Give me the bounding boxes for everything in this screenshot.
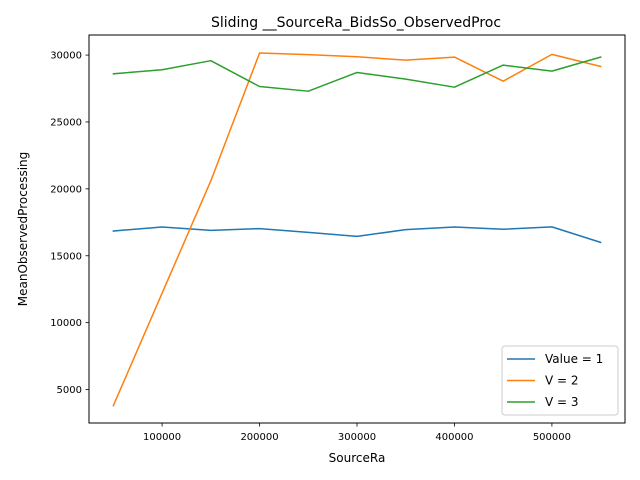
legend-label: V = 3 (545, 395, 579, 409)
x-tick-label: 400000 (435, 432, 473, 443)
x-axis-ticks: 100000 200000 300000 400000 500000 (143, 423, 571, 443)
series-lines (112, 52, 602, 407)
x-tick-label: 100000 (143, 432, 181, 443)
legend: Value = 1 V = 2 V = 3 (501, 345, 619, 416)
y-tick-label: 5000 (57, 385, 82, 396)
x-tick-label: 500000 (533, 432, 571, 443)
chart-title: Sliding __SourceRa_BidsSo_ObservedProc (211, 15, 501, 31)
x-tick-label: 300000 (338, 432, 376, 443)
y-tick-label: 10000 (50, 318, 82, 329)
y-tick-label: 20000 (50, 184, 82, 195)
series-line-3 (112, 56, 602, 92)
y-axis-label: MeanObservedProcessing (16, 152, 30, 307)
legend-label: V = 2 (545, 374, 579, 388)
series-line-2 (112, 52, 602, 407)
legend-label: Value = 1 (545, 352, 603, 366)
y-axis-ticks: 5000 10000 15000 20000 25000 30000 (50, 51, 89, 396)
x-tick-label: 200000 (240, 432, 278, 443)
y-tick-label: 15000 (50, 251, 82, 262)
y-tick-label: 30000 (50, 51, 82, 62)
x-axis-label: SourceRa (329, 451, 386, 465)
legend-box (501, 345, 619, 416)
series-line-1 (112, 226, 602, 244)
y-tick-label: 25000 (50, 117, 82, 128)
